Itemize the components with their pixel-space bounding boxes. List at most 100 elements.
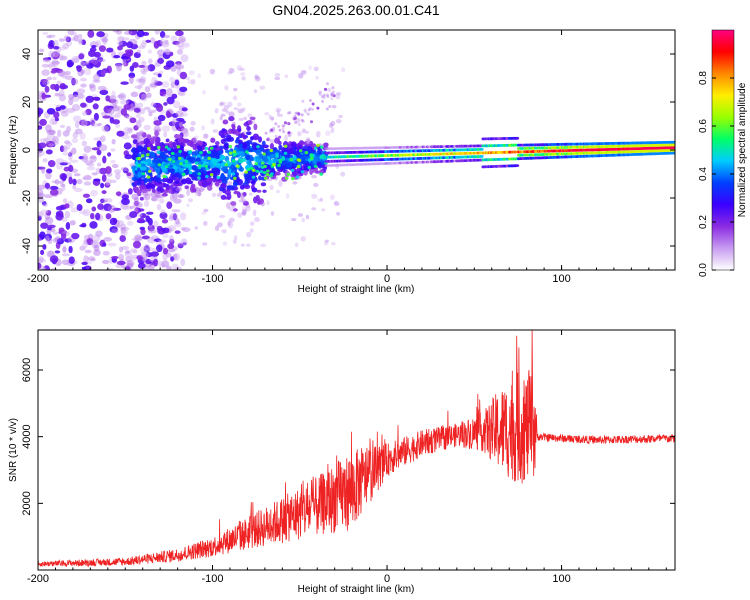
- spectrogram-streak-cell: [293, 116, 297, 120]
- spectrogram-streak-cell: [321, 99, 325, 103]
- spectrogram-noise-cell: [97, 123, 102, 127]
- spectrogram-noise-cell: [116, 130, 125, 137]
- spectrogram-onset-peak: [298, 149, 303, 153]
- spectrogram-noise-cell: [118, 40, 128, 47]
- spectrogram-onset-cell: [159, 151, 166, 158]
- spectrogram-noise-cell: [78, 93, 86, 100]
- spectrogram-streak-cell: [286, 121, 290, 125]
- spectrogram-noise-cell: [179, 212, 187, 221]
- spectrogram-noise-cell: [145, 39, 152, 43]
- spectrogram-noise-cell: [170, 35, 178, 43]
- spectrogram-faint-cell: [317, 198, 322, 202]
- spectrogram-noise-cell: [155, 244, 163, 253]
- spectrogram-noise-cell: [50, 70, 57, 74]
- spectrogram-noise-cell: [156, 49, 165, 56]
- spectrogram-noise-cell: [135, 131, 144, 140]
- spectrogram-onset-cell: [220, 182, 226, 189]
- spectrogram-noise-cell: [171, 209, 181, 213]
- spectrogram-noise-cell: [121, 59, 127, 67]
- spectrogram-noise-cell: [100, 135, 106, 143]
- spectrogram-noise-cell: [143, 124, 151, 131]
- spectrogram-noise-cell: [45, 149, 53, 155]
- spectrogram-onset-peak: [254, 162, 258, 166]
- spectrogram-faint-cell: [329, 123, 334, 128]
- spectrogram-faint-cell: [298, 72, 304, 79]
- spectrogram-noise-cell: [175, 266, 182, 270]
- spectrogram-noise-cell: [134, 234, 143, 242]
- spectrogram-noise-cell: [86, 238, 94, 246]
- spectrogram-onset-cell: [210, 137, 216, 143]
- spectrogram-noise-cell: [81, 261, 88, 266]
- spectrogram-noise-cell: [72, 131, 79, 139]
- spectrogram-onset-peak: [277, 163, 281, 167]
- spectrogram-noise-cell: [156, 103, 164, 112]
- spectrogram-noise-cell: [118, 253, 124, 261]
- spectrogram-noise-cell: [140, 228, 146, 236]
- spectrogram-onset-cell: [228, 221, 233, 229]
- spectrogram-noise-cell: [89, 212, 95, 220]
- spectrogram-noise-cell: [153, 120, 162, 126]
- spectrogram-onset-cell: [260, 182, 267, 187]
- spectrogram-noise-cell: [42, 243, 47, 250]
- spectrogram-streak-cell: [311, 102, 315, 106]
- spectrogram-onset-peak: [284, 176, 289, 180]
- spectrogram-noise-cell: [151, 197, 160, 202]
- spectrogram-faint-cell: [311, 207, 317, 211]
- spectrogram-faint-cell: [291, 217, 297, 222]
- spectrogram-noise-cell: [49, 189, 59, 196]
- colorbar-title: Normalized spectral amplitude: [737, 82, 748, 217]
- spectrogram-onset-peak: [244, 170, 248, 174]
- spectrogram-onset-cell: [230, 128, 236, 134]
- spectrogram-faint-cell: [270, 211, 275, 216]
- spectrogram-onset-peak: [209, 173, 214, 177]
- spectrogram-onset-peak: [156, 150, 161, 154]
- spectrogram-noise-cell: [167, 243, 175, 250]
- spectrogram-noise-cell: [177, 243, 184, 249]
- spectrogram-noise-cell: [115, 172, 121, 180]
- spectrogram-faint-cell: [237, 109, 243, 114]
- spectrogram-onset-cell: [261, 140, 266, 146]
- spectrogram-noise-cell: [137, 78, 145, 83]
- spectrogram-onset-cell: [284, 134, 288, 142]
- spectrogram-streak-cell: [278, 135, 282, 139]
- spectrogram-faint-cell: [335, 91, 342, 96]
- spectrogram-noise-cell: [175, 63, 182, 70]
- spectrogram-onset-cell: [301, 153, 306, 161]
- spectrogram-noise-cell: [137, 217, 145, 223]
- spectrogram-noise-cell: [57, 70, 66, 77]
- spectrogram-noise-cell: [180, 54, 189, 63]
- spectrogram-onset-cell: [310, 168, 317, 173]
- spectrogram-noise-cell: [132, 240, 142, 249]
- spectrogram-onset-cell: [231, 124, 236, 128]
- spectrogram-noise-cell: [148, 228, 157, 234]
- spectrogram-onset-cell: [247, 148, 254, 153]
- spectrogram-onset-cell: [147, 172, 153, 176]
- spectrogram-noise-cell: [123, 126, 132, 135]
- spectrogram-faint-cell: [326, 87, 332, 93]
- spectrogram-onset-cell: [145, 148, 150, 154]
- spectrogram-noise-cell: [121, 245, 130, 251]
- spectrogram-noise-cell: [119, 234, 126, 243]
- spectrogram-noise-cell: [89, 85, 97, 92]
- spectrogram-onset-cell: [213, 168, 221, 176]
- spectrogram-noise-cell: [173, 198, 182, 204]
- colorbar-tick-label: 0.2: [698, 215, 709, 229]
- spectrogram-noise-cell: [68, 98, 74, 106]
- spectrogram-faint-cell: [253, 89, 258, 94]
- spectrogram-noise-cell: [107, 105, 114, 110]
- spectrogram-noise-cell: [48, 129, 56, 135]
- spectrogram-onset-peak: [179, 162, 183, 166]
- spectrogram-noise-cell: [170, 81, 175, 89]
- spectrogram-onset-cell: [253, 123, 258, 131]
- spectrogram-onset-cell: [226, 193, 232, 200]
- spectrogram-noise-cell: [97, 85, 107, 91]
- spectrogram-noise-cell: [49, 185, 59, 191]
- spectrogram-onset-peak: [184, 159, 189, 164]
- spectrogram-noise-cell: [169, 213, 178, 220]
- spectrogram-noise-cell: [131, 237, 140, 241]
- spectrogram-onset-cell: [228, 116, 235, 122]
- spectrogram-onset-peak: [209, 146, 214, 150]
- spectrogram-noise-cell: [105, 95, 111, 102]
- spectrogram-noise-cell: [149, 83, 158, 87]
